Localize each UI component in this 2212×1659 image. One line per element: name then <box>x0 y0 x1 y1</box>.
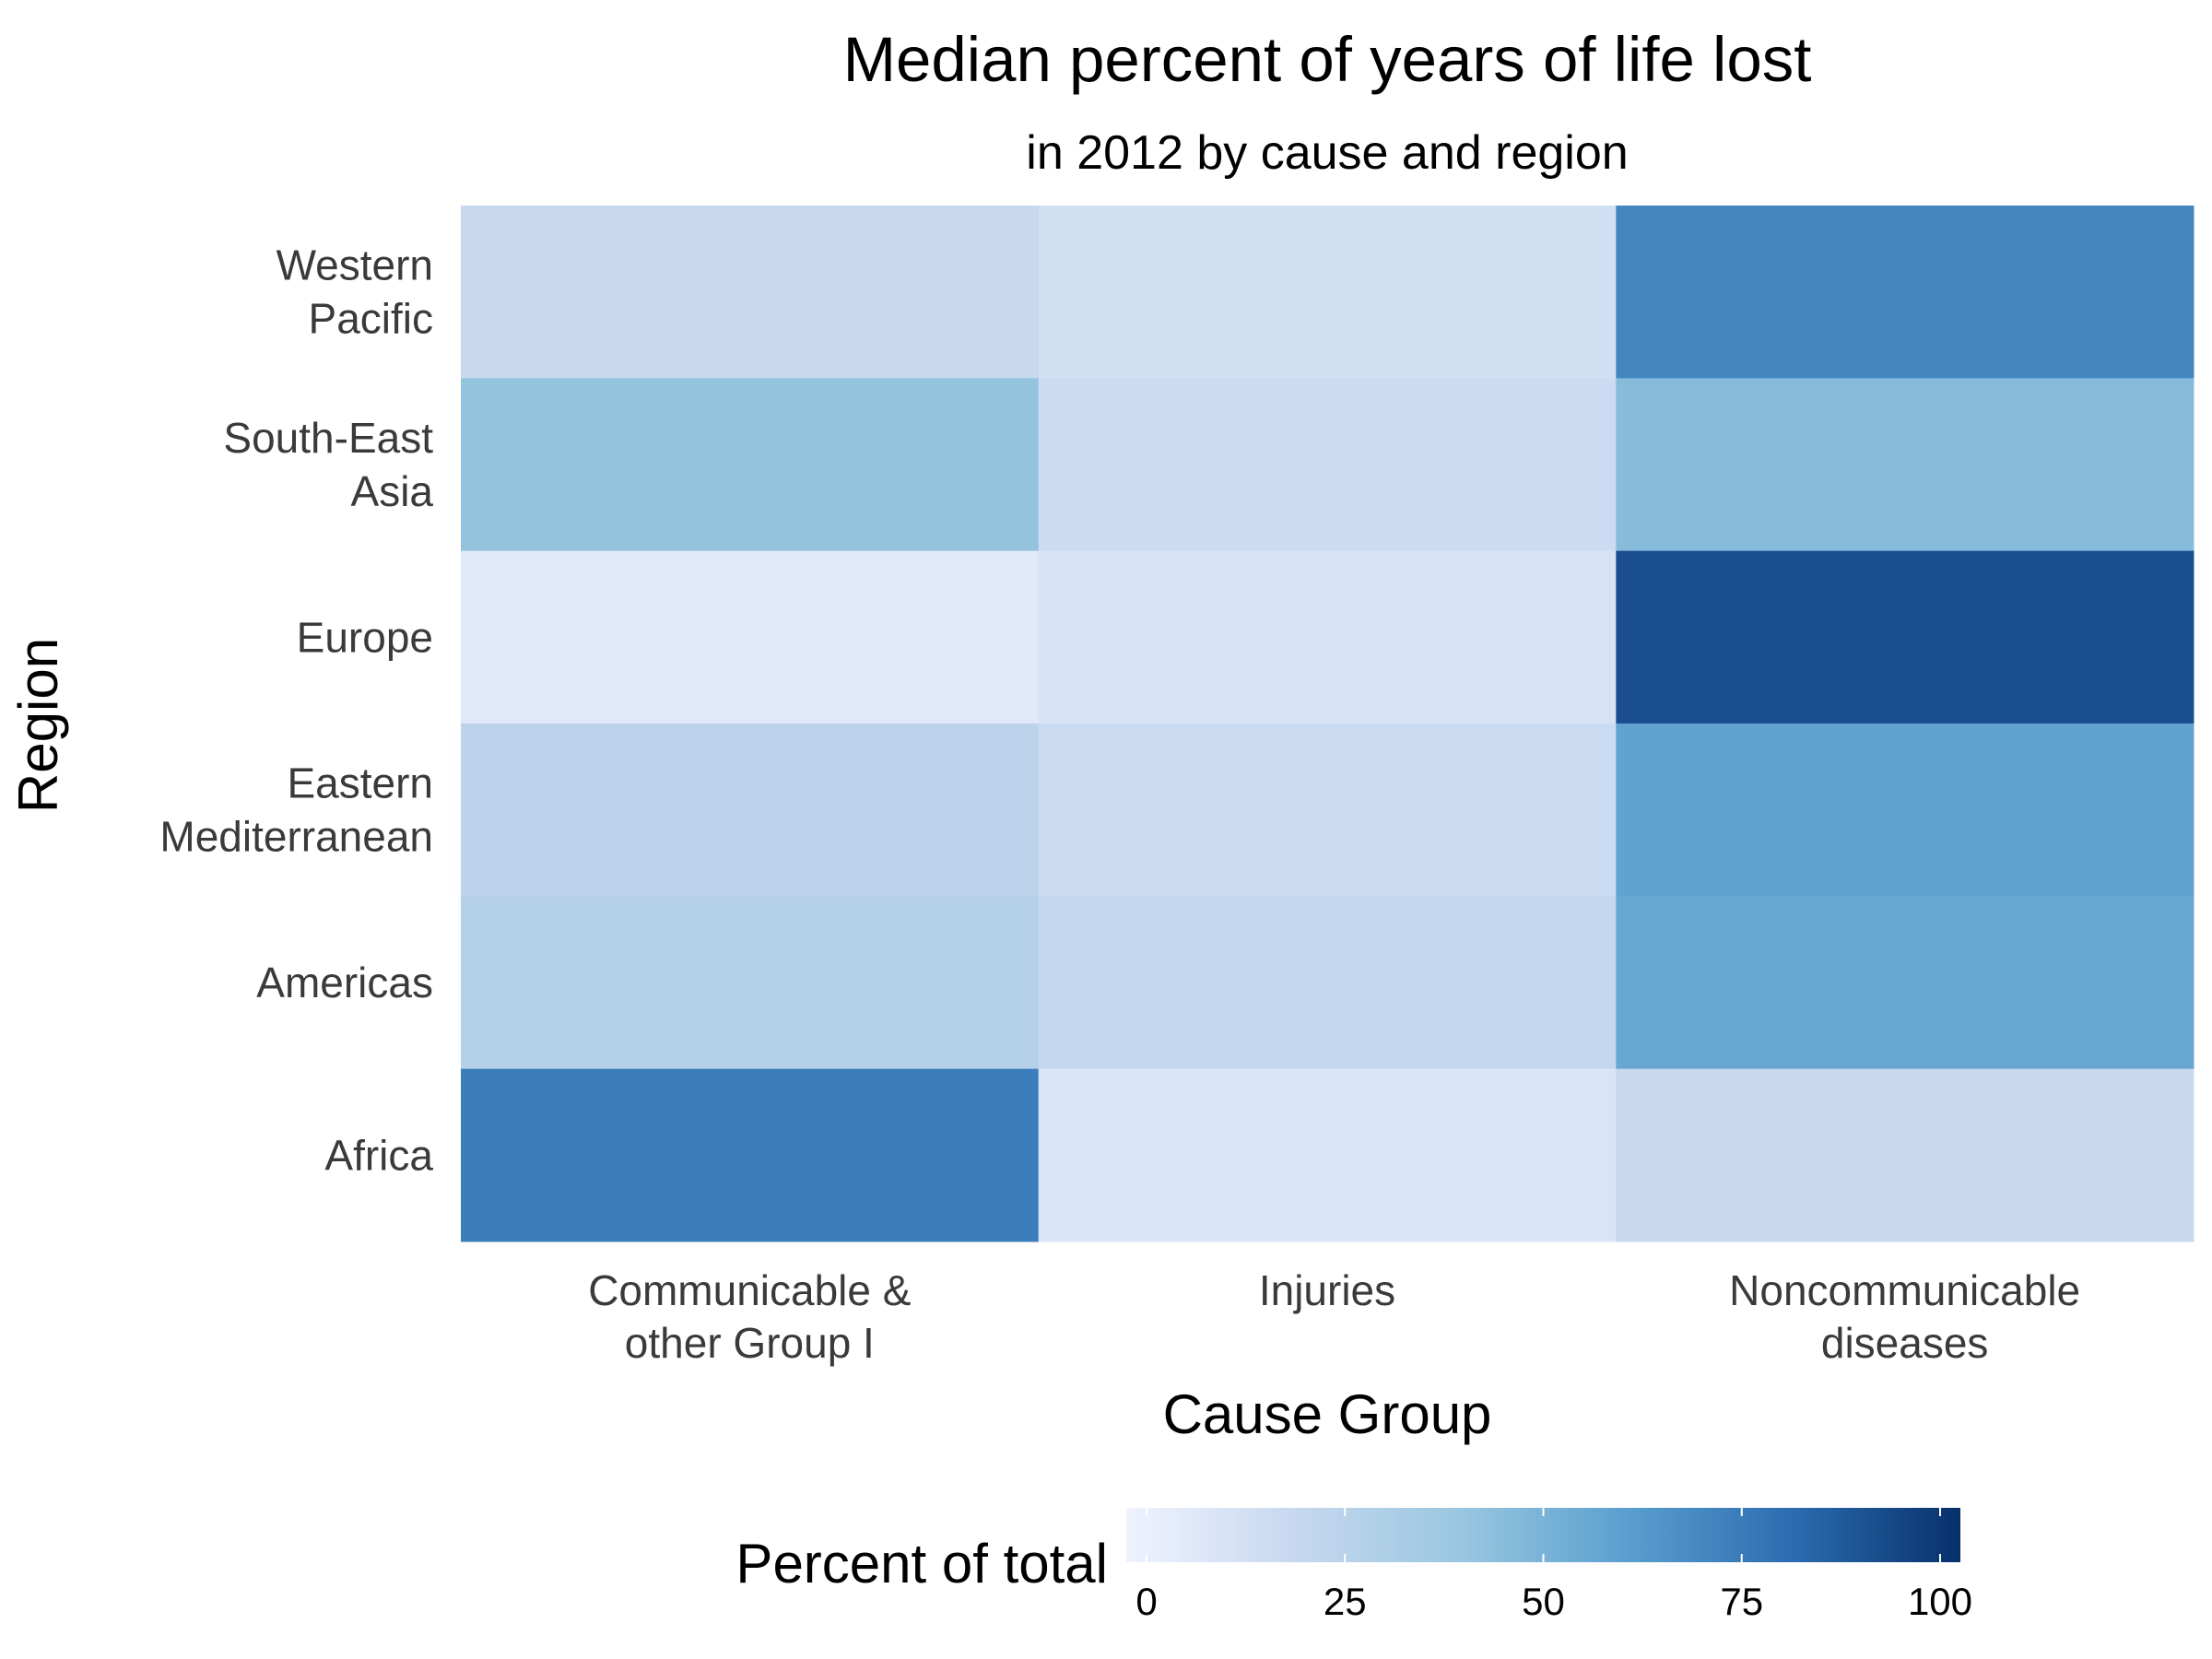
heatmap-cell <box>1616 1068 2194 1242</box>
colorbar-tick-label: 25 <box>1324 1580 1367 1623</box>
colorbar-tick-label: 100 <box>1908 1580 1972 1623</box>
heatmap-cell <box>1616 550 2194 724</box>
heatmap-cell <box>461 1068 1040 1242</box>
heatmap-cell <box>461 724 1040 897</box>
heatmap-cell <box>1616 724 2194 897</box>
colorbar-tick-label: 50 <box>1522 1580 1565 1623</box>
y-axis-tick-labels: Western Pacific South-East Asia Europe Easter… <box>159 241 433 1180</box>
heatmap-cell <box>461 206 1040 379</box>
heatmap-cell <box>461 550 1040 724</box>
heatmap-cells <box>461 206 2194 1242</box>
y-tick-label: Americas <box>256 959 433 1006</box>
chart-subtitle: in 2012 by cause and region <box>1026 126 1628 180</box>
x-axis-title: Cause Group <box>1163 1383 1492 1445</box>
x-tick-label: Communicable & other Group I <box>588 1266 911 1367</box>
y-tick-label: Europe <box>297 613 433 661</box>
heatmap-cell <box>1038 206 1617 379</box>
heatmap-cell <box>1038 1068 1617 1242</box>
heatmap-cell <box>1616 206 2194 379</box>
y-tick-label: Africa <box>324 1131 433 1179</box>
colorbar <box>1126 1508 1960 1562</box>
colorbar-tick-label: 0 <box>1135 1580 1157 1623</box>
colorbar-ticks: 0 25 50 75 100 <box>1135 1508 1972 1623</box>
x-tick-label: Noncommunicable diseases <box>1729 1266 2080 1367</box>
chart-title: Median percent of years of life lost <box>843 24 1812 95</box>
y-tick-label: Eastern Mediterranean <box>159 759 433 861</box>
heatmap-cell <box>461 896 1040 1070</box>
heatmap-cell <box>461 378 1040 552</box>
heatmap-cell <box>1038 896 1617 1070</box>
heatmap-cell <box>1038 550 1617 724</box>
x-tick-label: Injuries <box>1259 1266 1395 1314</box>
heatmap-cell <box>1038 378 1617 552</box>
heatmap-cell <box>1038 724 1617 897</box>
colorbar-tick-label: 75 <box>1720 1580 1763 1623</box>
y-tick-label: Western Pacific <box>276 241 433 343</box>
heatmap-cell <box>1616 378 2194 552</box>
y-axis-title: Region <box>7 638 69 813</box>
y-tick-label: South-East Asia <box>223 414 433 515</box>
x-axis-tick-labels: Communicable & other Group I Injuries Nonco… <box>588 1266 2080 1367</box>
heatmap-cell <box>1616 896 2194 1070</box>
colorbar-title: Percent of total <box>735 1533 1108 1594</box>
